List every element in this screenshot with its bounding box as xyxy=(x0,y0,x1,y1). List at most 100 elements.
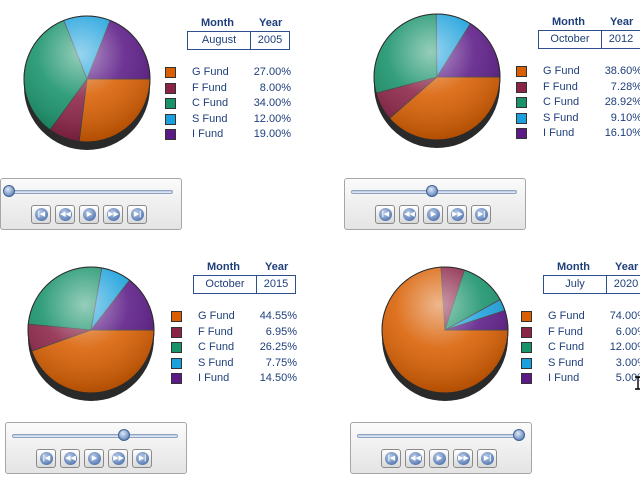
legend-swatch xyxy=(171,373,182,385)
pie-gloss xyxy=(373,13,501,141)
timeline-slider-knob[interactable] xyxy=(118,429,131,441)
pie-gloss xyxy=(23,15,151,143)
first-frame-button[interactable]: |◀ xyxy=(31,205,51,224)
playback-control-2: |◀ ◀◀ ▶ ▶▶ ▶| xyxy=(344,178,526,230)
legend-fund-name: C Fund xyxy=(548,341,585,354)
legend-percent: 7.75% xyxy=(265,356,297,369)
legend-swatch xyxy=(165,129,176,141)
rewind-button[interactable]: ◀◀ xyxy=(405,449,425,468)
skip-to-end-icon: ▶| xyxy=(475,208,488,221)
play-icon: ▶ xyxy=(433,452,446,465)
play-button[interactable]: ▶ xyxy=(423,205,443,224)
playback-control-1: |◀ ◀◀ ▶ ▶▶ ▶| xyxy=(0,178,182,230)
pie-chart-3 xyxy=(21,265,161,410)
legend-percent: 28.92% xyxy=(604,96,640,109)
legend-percent: 5.00% xyxy=(615,372,640,385)
legend-percent: 26.25% xyxy=(259,341,297,354)
last-frame-button[interactable]: ▶| xyxy=(132,449,152,468)
playback-buttons: |◀ ◀◀ ▶ ▶▶ ▶| xyxy=(36,449,156,468)
fast-forward-button[interactable]: ▶▶ xyxy=(453,449,473,468)
fast-forward-icon: ▶▶ xyxy=(107,208,120,221)
timeline-slider-knob[interactable] xyxy=(426,185,439,197)
legend-percent: 8.00% xyxy=(259,81,291,94)
pie-gloss xyxy=(27,266,155,394)
legend-percent: 12.00% xyxy=(609,341,640,354)
last-frame-button[interactable]: ▶| xyxy=(127,205,147,224)
legend-fund-name: F Fund xyxy=(198,325,233,338)
skip-to-end-icon: ▶| xyxy=(481,452,494,465)
play-icon: ▶ xyxy=(88,452,101,465)
play-icon: ▶ xyxy=(427,208,440,221)
legend-percent: 34.00% xyxy=(253,97,291,110)
timeline-slider-track[interactable] xyxy=(7,190,173,194)
first-frame-button[interactable]: |◀ xyxy=(375,205,395,224)
legend-swatch xyxy=(171,326,182,338)
playback-control-4: |◀ ◀◀ ▶ ▶▶ ▶| xyxy=(350,422,532,474)
legend-swatch xyxy=(165,113,176,125)
fast-forward-button[interactable]: ▶▶ xyxy=(103,205,123,224)
year-header: Year xyxy=(615,261,639,273)
last-frame-button[interactable]: ▶| xyxy=(477,449,497,468)
chart-panel-4: Month Year July 2020 G Fund 74.00% F Fund 6… xyxy=(320,240,640,480)
legend-swatch xyxy=(171,342,182,354)
play-button[interactable]: ▶ xyxy=(429,449,449,468)
fast-forward-button[interactable]: ▶▶ xyxy=(108,449,128,468)
timeline-slider-knob[interactable] xyxy=(3,185,15,197)
legend-percent: 74.00% xyxy=(609,310,640,322)
pie-svg-1 xyxy=(23,15,151,150)
legend-fund-name: I Fund xyxy=(198,372,230,385)
date-box: August 2005 xyxy=(187,31,290,50)
fast-forward-button[interactable]: ▶▶ xyxy=(447,205,467,224)
rewind-icon: ◀◀ xyxy=(409,452,422,465)
playback-buttons: |◀ ◀◀ ▶ ▶▶ ▶| xyxy=(31,205,151,224)
legend-percent: 7.28% xyxy=(610,80,640,93)
legend-fund-name: G Fund xyxy=(548,310,585,322)
play-button[interactable]: ▶ xyxy=(84,449,104,468)
month-header: Month xyxy=(201,17,234,29)
date-box: October 2012 xyxy=(538,30,640,49)
date-box: October 2015 xyxy=(193,275,296,294)
skip-to-end-icon: ▶| xyxy=(136,452,149,465)
legend-percent: 16.10% xyxy=(604,127,640,140)
pie-svg-4 xyxy=(381,266,509,401)
year-value: 2015 xyxy=(263,278,289,290)
timeline-slider-track[interactable] xyxy=(12,434,178,438)
rewind-icon: ◀◀ xyxy=(64,452,77,465)
chart-panel-3: Month Year October 2015 G Fund 44.55% F Fu… xyxy=(0,240,320,480)
legend-percent: 44.55% xyxy=(259,310,297,322)
legend-fund-name: C Fund xyxy=(192,97,229,110)
rewind-button[interactable]: ◀◀ xyxy=(399,205,419,224)
rewind-button[interactable]: ◀◀ xyxy=(55,205,75,224)
play-button[interactable]: ▶ xyxy=(79,205,99,224)
legend-swatch xyxy=(171,357,182,369)
date-box: July 2020 xyxy=(543,275,640,294)
legend-swatch xyxy=(516,81,527,93)
legend-fund-name: F Fund xyxy=(192,81,227,94)
first-frame-button[interactable]: |◀ xyxy=(381,449,401,468)
legend-swatch xyxy=(516,128,527,140)
fast-forward-icon: ▶▶ xyxy=(457,452,470,465)
legend-percent: 12.00% xyxy=(253,112,291,125)
rewind-button[interactable]: ◀◀ xyxy=(60,449,80,468)
last-frame-button[interactable]: ▶| xyxy=(471,205,491,224)
legend-fund-name: F Fund xyxy=(548,325,583,338)
legend-swatch xyxy=(521,342,532,354)
month-header: Month xyxy=(207,261,240,273)
legend-fund-name: G Fund xyxy=(543,65,580,77)
year-header: Year xyxy=(265,261,289,273)
legend-fund-name: C Fund xyxy=(543,96,580,109)
first-frame-button[interactable]: |◀ xyxy=(36,449,56,468)
legend-swatch xyxy=(521,311,532,322)
pie-gloss xyxy=(381,266,509,394)
skip-to-start-icon: |◀ xyxy=(385,452,398,465)
legend-swatch xyxy=(516,66,527,77)
year-value: 2012 xyxy=(608,33,634,45)
year-value: 2005 xyxy=(257,34,283,46)
legend-percent: 3.00% xyxy=(615,356,640,369)
legend-swatch xyxy=(165,82,176,94)
timeline-slider-knob[interactable] xyxy=(513,429,526,441)
timeline-slider-track[interactable] xyxy=(357,434,523,438)
legend-fund-name: G Fund xyxy=(192,66,229,78)
legend-fund-name: I Fund xyxy=(192,128,224,141)
legend-percent: 27.00% xyxy=(253,66,291,78)
